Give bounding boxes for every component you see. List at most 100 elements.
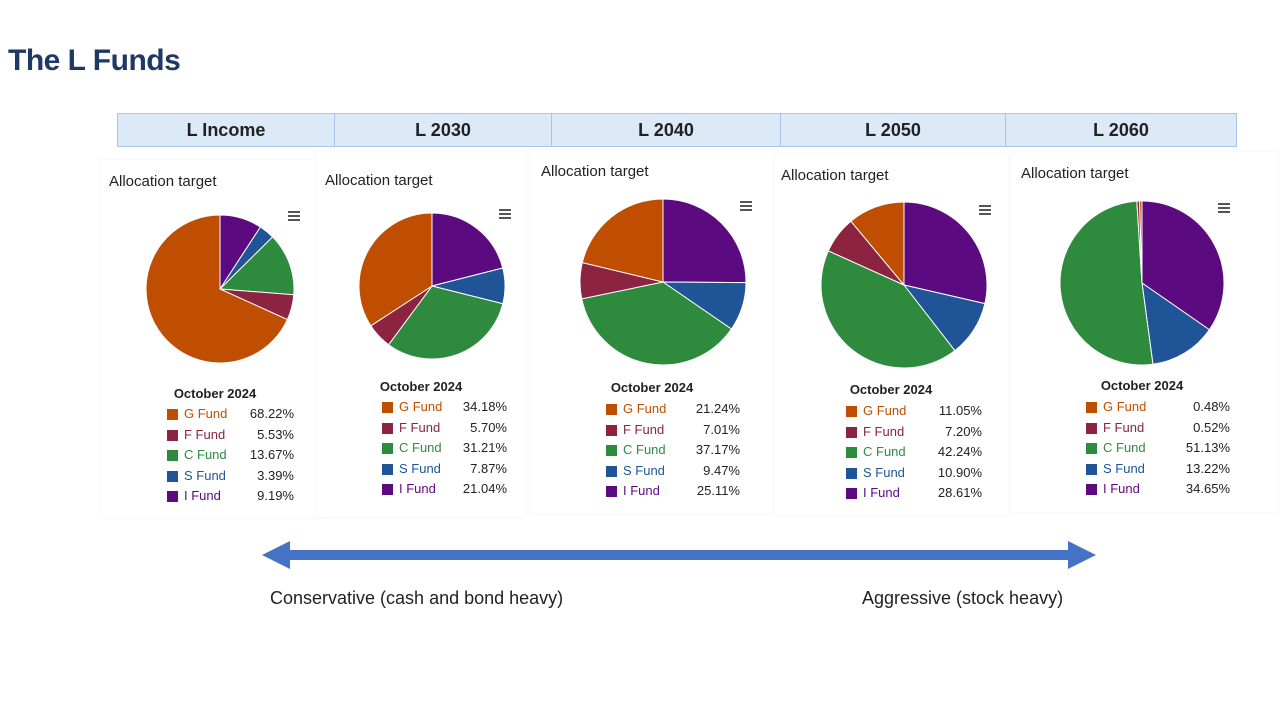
pie-slice-i-fund[interactable] bbox=[903, 201, 988, 305]
legend-item-i-fund[interactable]: I Fund 34.65% bbox=[1086, 481, 1280, 502]
legend-fund-name: I Fund bbox=[1103, 481, 1140, 496]
date-label: October 2024 bbox=[379, 379, 463, 394]
chart-legend: G Fund 21.24% F Fund 7.01% C Fund 37.17% S Fun… bbox=[606, 401, 800, 504]
legend-swatch bbox=[606, 486, 617, 497]
pie-slice-c-fund[interactable] bbox=[581, 281, 733, 366]
legend-fund-name: F Fund bbox=[1103, 419, 1145, 435]
legend-swatch bbox=[1086, 463, 1097, 475]
chart-menu-icon[interactable] bbox=[740, 201, 752, 211]
pie-chart bbox=[1059, 200, 1225, 366]
legend-swatch bbox=[167, 409, 178, 420]
legend-fund-name: G Fund bbox=[863, 403, 907, 418]
legend-item-c-fund[interactable]: C Fund 42.24% bbox=[846, 444, 1042, 465]
legend-value: 31.21% bbox=[462, 440, 507, 455]
legend-item-g-fund[interactable]: G Fund 0.48% bbox=[1086, 399, 1280, 420]
legend-item-f-fund[interactable]: F Fund 7.01% bbox=[606, 422, 800, 443]
legend-fund-name: F Fund bbox=[623, 421, 665, 437]
legend-value: 21.04% bbox=[462, 481, 507, 496]
chart-title: Allocation target bbox=[109, 173, 217, 190]
chart-menu-icon[interactable] bbox=[979, 205, 991, 215]
conservative-label: Conservative (cash and bond heavy) bbox=[270, 588, 564, 608]
legend-value: 42.24% bbox=[937, 444, 982, 459]
legend-fund-name: I Fund bbox=[399, 481, 436, 496]
chart-title: Allocation target bbox=[541, 163, 649, 180]
legend-swatch bbox=[1086, 422, 1097, 434]
legend-item-s-fund[interactable]: S Fund 3.39% bbox=[167, 468, 354, 489]
legend-fund-name: C Fund bbox=[863, 444, 906, 459]
risk-scale-arrow bbox=[262, 541, 1096, 569]
pie-slice-g-fund[interactable] bbox=[850, 201, 905, 287]
pie-slice-g-fund[interactable] bbox=[358, 212, 433, 327]
legend-fund-name: I Fund bbox=[184, 488, 221, 503]
chart-menu-icon[interactable] bbox=[288, 211, 300, 221]
legend-item-f-fund[interactable]: F Fund 5.53% bbox=[167, 427, 354, 448]
legend-item-g-fund[interactable]: G Fund 34.18% bbox=[382, 399, 567, 420]
legend-item-s-fund[interactable]: S Fund 7.87% bbox=[382, 461, 567, 482]
pie-slice-c-fund[interactable] bbox=[820, 250, 956, 369]
pie-slice-c-fund[interactable] bbox=[387, 285, 504, 360]
pie-slice-i-fund[interactable] bbox=[662, 198, 747, 284]
legend-fund-name: F Fund bbox=[184, 426, 226, 442]
arrow-shape bbox=[262, 541, 1096, 569]
date-label: October 2024 bbox=[173, 386, 257, 401]
legend-swatch bbox=[846, 488, 857, 499]
legend-item-c-fund[interactable]: C Fund 31.21% bbox=[382, 440, 567, 461]
legend-value: 11.05% bbox=[938, 403, 982, 418]
legend-item-g-fund[interactable]: G Fund 21.24% bbox=[606, 401, 800, 422]
header-l-2060: L 2060 bbox=[1093, 120, 1149, 140]
chart-title: Allocation target bbox=[325, 172, 433, 189]
legend-swatch bbox=[1086, 484, 1097, 495]
pie-chart bbox=[358, 212, 506, 360]
allocation-panel-l-2030: Allocation target October 2024 G Fund 34.18… bbox=[316, 152, 526, 517]
allocation-panel-l-income: Allocation target October 2024 G Fund 68.22… bbox=[100, 160, 330, 518]
legend-value: 7.20% bbox=[945, 423, 982, 439]
pie-slice-i-fund[interactable] bbox=[1141, 200, 1225, 331]
legend-item-s-fund[interactable]: S Fund 10.90% bbox=[846, 465, 1042, 486]
aggressive-label: Aggressive (stock heavy) bbox=[862, 588, 1064, 608]
legend-fund-name: G Fund bbox=[184, 406, 228, 421]
legend-value: 7.01% bbox=[703, 421, 740, 437]
legend-item-s-fund[interactable]: S Fund 9.47% bbox=[606, 463, 800, 484]
legend-item-g-fund[interactable]: G Fund 68.22% bbox=[167, 406, 354, 427]
legend-swatch bbox=[846, 406, 857, 417]
legend-fund-name: C Fund bbox=[1103, 440, 1146, 455]
legend-value: 9.47% bbox=[703, 462, 740, 478]
chart-legend: G Fund 68.22% F Fund 5.53% C Fund 13.67% S Fun… bbox=[167, 406, 354, 509]
legend-item-c-fund[interactable]: C Fund 37.17% bbox=[606, 442, 800, 463]
legend-item-i-fund[interactable]: I Fund 21.04% bbox=[382, 481, 567, 502]
legend-fund-name: G Fund bbox=[1103, 399, 1147, 414]
pie-slice-s-fund[interactable] bbox=[1141, 281, 1211, 365]
legend-swatch bbox=[382, 484, 393, 495]
legend-fund-name: S Fund bbox=[1103, 460, 1145, 476]
legend-item-c-fund[interactable]: C Fund 13.67% bbox=[167, 447, 354, 468]
pie-slice-g-fund[interactable] bbox=[145, 214, 289, 364]
legend-item-f-fund[interactable]: F Fund 7.20% bbox=[846, 424, 1042, 445]
legend-item-s-fund[interactable]: S Fund 13.22% bbox=[1086, 461, 1280, 482]
pie-slice-g-fund[interactable] bbox=[1139, 200, 1143, 284]
legend-item-f-fund[interactable]: F Fund 0.52% bbox=[1086, 420, 1280, 441]
legend-fund-name: G Fund bbox=[399, 399, 443, 414]
date-label: October 2024 bbox=[610, 380, 694, 395]
chart-menu-icon[interactable] bbox=[1218, 203, 1230, 213]
legend-item-g-fund[interactable]: G Fund 11.05% bbox=[846, 403, 1042, 424]
pie-slice-g-fund[interactable] bbox=[581, 198, 664, 283]
legend-item-i-fund[interactable]: I Fund 25.11% bbox=[606, 483, 800, 504]
legend-fund-name: S Fund bbox=[399, 460, 441, 476]
legend-item-f-fund[interactable]: F Fund 5.70% bbox=[382, 420, 567, 441]
pie-slice-c-fund[interactable] bbox=[218, 236, 295, 296]
chart-legend: G Fund 0.48% F Fund 0.52% C Fund 51.13% S Fund… bbox=[1086, 399, 1280, 502]
legend-value: 51.13% bbox=[1185, 440, 1230, 455]
legend-value: 10.90% bbox=[937, 464, 982, 480]
chart-legend: G Fund 11.05% F Fund 7.20% C Fund 42.24% S Fun… bbox=[846, 403, 1042, 506]
chart-menu-icon[interactable] bbox=[499, 209, 511, 219]
legend-value: 13.22% bbox=[1185, 460, 1230, 476]
pie-slice-i-fund[interactable] bbox=[431, 212, 504, 287]
legend-item-i-fund[interactable]: I Fund 9.19% bbox=[167, 488, 354, 509]
legend-value: 37.17% bbox=[695, 442, 740, 457]
page-title: The L Funds bbox=[8, 44, 181, 77]
legend-item-i-fund[interactable]: I Fund 28.61% bbox=[846, 485, 1042, 506]
legend-swatch bbox=[606, 404, 617, 415]
legend-swatch bbox=[382, 402, 393, 413]
legend-item-c-fund[interactable]: C Fund 51.13% bbox=[1086, 440, 1280, 461]
pie-slice-c-fund[interactable] bbox=[1059, 200, 1154, 366]
